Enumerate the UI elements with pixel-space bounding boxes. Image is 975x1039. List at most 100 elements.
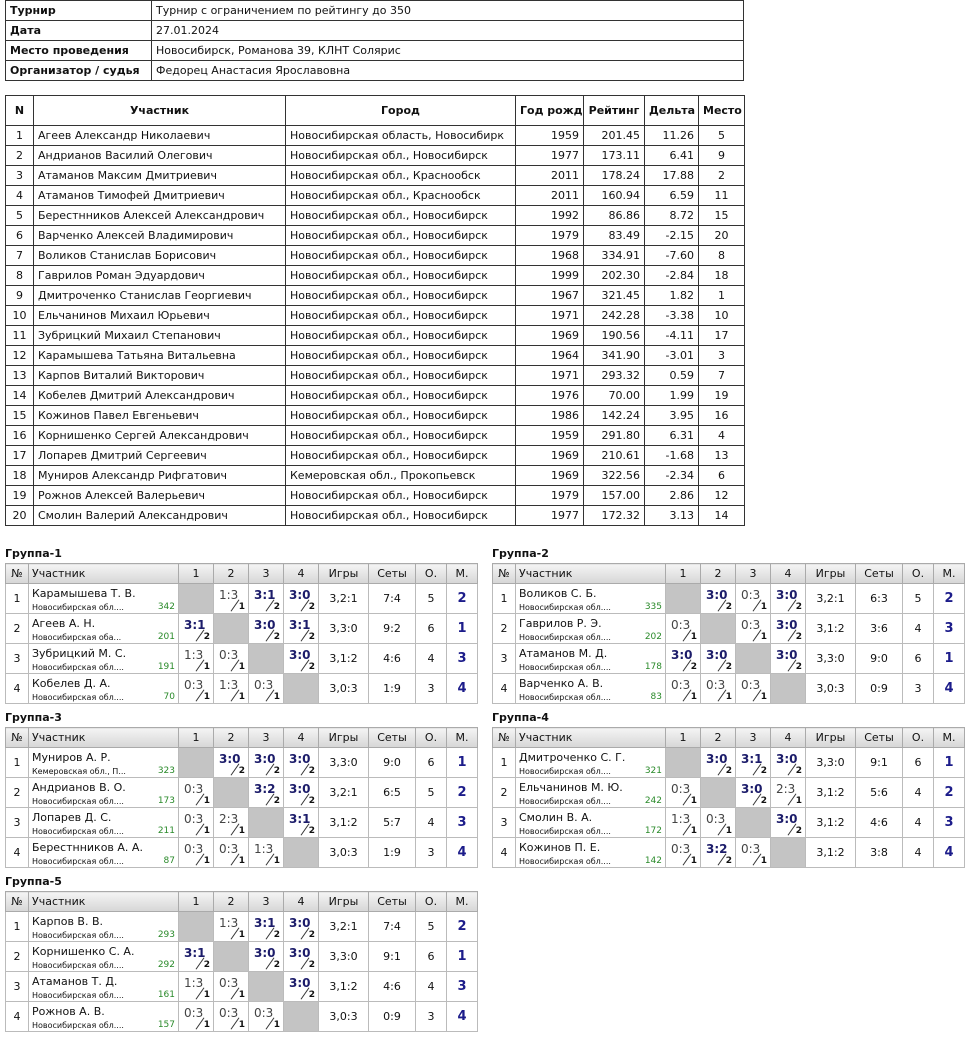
cell: -3.38 [644, 305, 699, 326]
participant-cell: Рожнов А. В. Новосибирская обл.... 157 [28, 1001, 179, 1032]
cell: 1 [698, 285, 745, 306]
score: 3:0 [776, 588, 798, 602]
score: 3:1 [254, 916, 276, 930]
row-number: 4 [492, 837, 516, 868]
score: 0:3 [219, 976, 239, 990]
row-number: 1 [492, 583, 516, 614]
score: 0:3 [219, 648, 239, 662]
place: 4 [446, 837, 478, 868]
result-cell [178, 911, 214, 942]
column-header: 4 [283, 563, 319, 584]
points: 5 [902, 583, 934, 614]
participant-cell: Муниров А. Р. Кемеровская обл., П... 323 [28, 747, 179, 778]
cell: Атаманов Максим Дмитриевич [33, 165, 286, 186]
column-header: Сеты [368, 891, 416, 912]
info-value: Федорец Анастасия Ярославовна [151, 60, 744, 81]
cell: 8 [698, 245, 745, 266]
column-header: 1 [178, 891, 214, 912]
cell: 1977 [515, 505, 584, 526]
result-cell: 0:3 1 [178, 1001, 214, 1032]
result-cell: 3:0 2 [248, 613, 284, 644]
result-cell: 3:0 2 [283, 583, 319, 614]
points: 4 [902, 807, 934, 838]
score: 3:0 [776, 812, 798, 826]
column-header: Участник [28, 563, 179, 584]
column-header: О. [415, 563, 447, 584]
result-cell: 0:3 1 [700, 673, 736, 704]
score: 3:0 [289, 976, 311, 990]
score: 0:3 [184, 678, 204, 692]
player-name: Воликов С. Б. [519, 587, 597, 600]
column-header: Игры [318, 727, 369, 748]
row-number: 2 [5, 613, 29, 644]
match-points: 1 [273, 1020, 280, 1030]
participant-cell: Атаманов М. Д. Новосибирская обл.... 178 [515, 643, 666, 674]
participant-cell: Смолин В. А. Новосибирская обл.... 172 [515, 807, 666, 838]
player-region: Новосибирская оба... [32, 633, 122, 642]
cell: 12 [698, 485, 745, 506]
column-header: № [5, 891, 29, 912]
player-rating: 157 [157, 1020, 175, 1030]
cell: -2.34 [644, 465, 699, 486]
games: 3,1:2 [805, 777, 856, 808]
result-cell [178, 747, 214, 778]
cell: 1969 [515, 445, 584, 466]
player-region: Новосибирская обл.... [32, 961, 124, 970]
sets: 4:6 [855, 807, 903, 838]
cell: 3 [5, 165, 34, 186]
column-header: М. [446, 891, 478, 912]
sets: 7:4 [368, 583, 416, 614]
cell: 16 [698, 405, 745, 426]
cell: Новосибирская обл., Новосибирск [285, 485, 516, 506]
player-region: Новосибирская обл.... [32, 603, 124, 612]
info-value: 27.01.2024 [151, 20, 744, 41]
score: 3:1 [184, 618, 206, 632]
cell: 7 [5, 245, 34, 266]
points: 3 [902, 673, 934, 704]
points: 6 [415, 613, 447, 644]
sets: 9:0 [855, 643, 903, 674]
info-label: Место проведения [5, 40, 152, 61]
info-label: Дата [5, 20, 152, 41]
result-cell: 0:3 1 [178, 777, 214, 808]
info-row: Место проведения Новосибирск, Романова 39… [5, 40, 744, 61]
column-header: Игры [805, 563, 856, 584]
group-row: 4 Рожнов А. В. Новосибирская обл.... 157 0:3… [5, 1001, 478, 1032]
cell: 1968 [515, 245, 584, 266]
sets: 9:2 [368, 613, 416, 644]
player-name: Муниров А. Р. [32, 751, 111, 764]
result-cell [700, 613, 736, 644]
player-name: Зубрицкий М. С. [32, 647, 127, 660]
player-region: Новосибирская обл.... [32, 931, 124, 940]
result-cell [735, 643, 771, 674]
score: 3:0 [289, 916, 311, 930]
points: 6 [415, 941, 447, 972]
match-points: 2 [308, 960, 315, 970]
cell: 1979 [515, 225, 584, 246]
sets: 3:6 [855, 613, 903, 644]
column-header: М. [933, 727, 965, 748]
result-cell [213, 777, 249, 808]
cell: Новосибирская обл., Новосибирск [285, 285, 516, 306]
score: 3:0 [741, 782, 763, 796]
cell: Новосибирская обл., Новосибирск [285, 265, 516, 286]
group-row: 3 Зубрицкий М. С. Новосибирская обл.... 191… [5, 643, 478, 674]
result-cell [283, 1001, 319, 1032]
column-header: N [5, 95, 34, 126]
participant-cell: Берестнников А. А. Новосибирская обл.... 8… [28, 837, 179, 868]
cell: 86.86 [583, 205, 645, 226]
cell: 6.41 [644, 145, 699, 166]
score: 0:3 [184, 782, 204, 796]
cell: 15 [698, 205, 745, 226]
participant-row: 18 Муниров Александр Рифгатович Кемеровска… [5, 465, 745, 486]
score: 3:0 [254, 946, 276, 960]
result-cell: 0:3 1 [178, 807, 214, 838]
column-header: 4 [283, 891, 319, 912]
match-points: 1 [238, 662, 245, 672]
score: 3:0 [776, 648, 798, 662]
games: 3,1:2 [318, 643, 369, 674]
column-header: 2 [700, 563, 736, 584]
participant-row: 6 Варченко Алексей Владимирович Новосибирс… [5, 225, 745, 246]
score: 3:1 [289, 812, 311, 826]
column-header: 3 [735, 563, 771, 584]
